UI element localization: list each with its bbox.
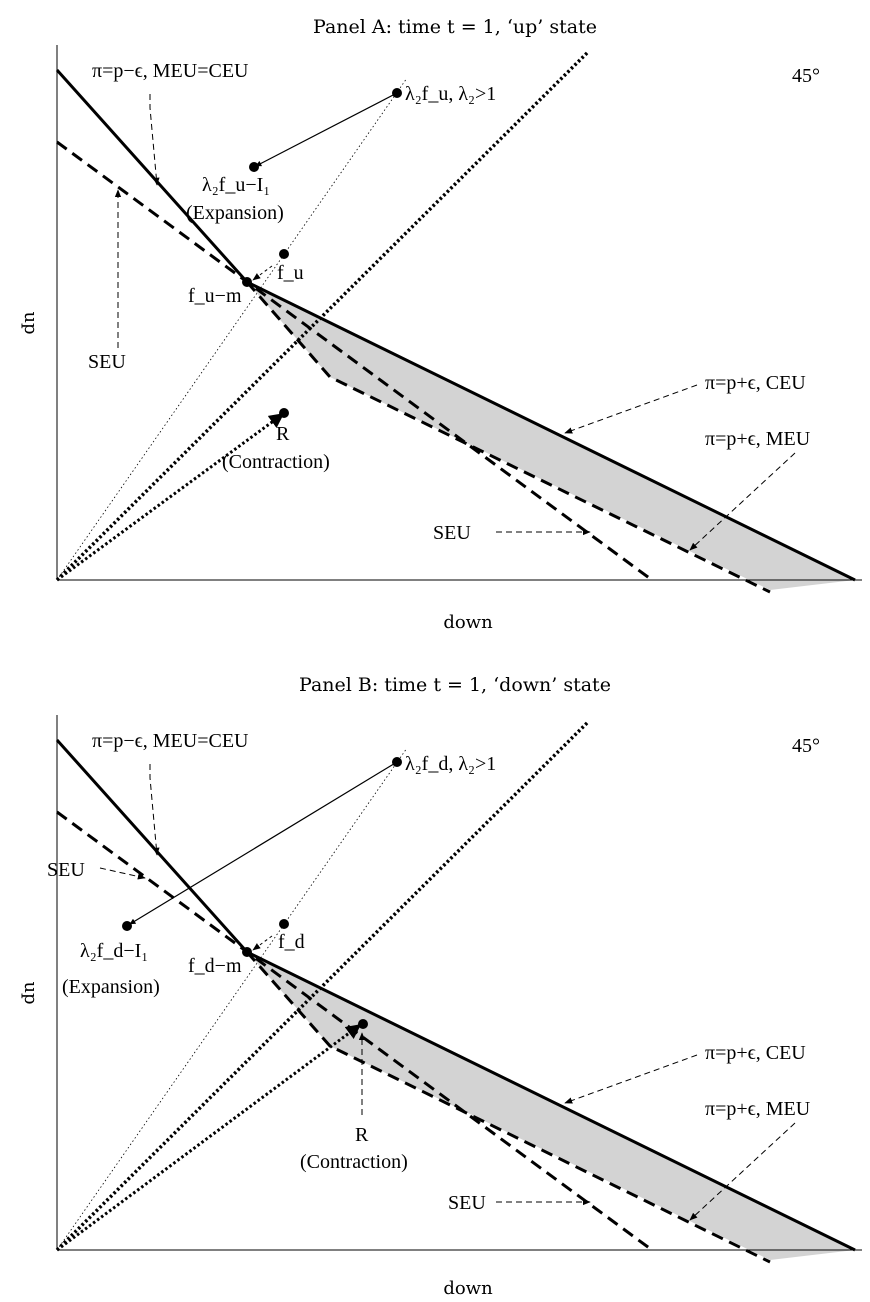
- panel-a-label-45: 45°: [792, 65, 820, 87]
- panel-b-line-pi-plus-ceu: [246, 950, 856, 1252]
- panel-a-title: Panel A: time t = 1, ‘up’ state: [313, 16, 597, 38]
- panel-b-pointer-f: [252, 935, 273, 951]
- panel-a-label-point-scaled: λ₂f_u, λ₂>1: [405, 83, 496, 105]
- panel-b-shaded-region: [247, 952, 855, 1260]
- panel-a-shaded-region: [247, 282, 855, 590]
- panel-b-contraction-arrow: [56, 1023, 362, 1252]
- panel-b-expansion-arrow: [129, 761, 398, 925]
- panel-a-label-point-f: f_u: [277, 262, 304, 284]
- panel-b-title: Panel B: time t = 1, ‘down’ state: [299, 674, 611, 696]
- panel-b-ray-line: [56, 747, 408, 1251]
- panel-a-line-meu: [245, 281, 771, 594]
- panel-b-label-seu-right: SEU: [448, 1192, 486, 1214]
- panel-a-point-fm: [242, 277, 252, 287]
- panel-a-pointer-ceu: [564, 384, 698, 434]
- panel-a-pointer-meu: [689, 452, 796, 551]
- panel-a-point-f: [279, 249, 289, 259]
- panel-b-line-pi-minus: [55, 738, 249, 954]
- panel-b-point-f: [279, 919, 289, 929]
- panel-a-line-pi-minus: [55, 68, 249, 284]
- panel-a-pointer-line-minus: [149, 94, 160, 186]
- panel-a-line-seu: [56, 140, 653, 582]
- panel-b-point-fm: [242, 947, 252, 957]
- panel-a-label-meu-plus: π=p+ϵ, MEU: [705, 428, 811, 450]
- panel-b-label-45: 45°: [792, 735, 820, 757]
- panel-b-label-point-fm: f_d−m: [188, 955, 242, 977]
- panel-b-pointer-meu: [689, 1122, 796, 1221]
- panel-a: Panel A: time t = 1, ‘up’ state: [20, 16, 862, 633]
- panel-a-line-pi-plus-ceu: [246, 280, 856, 582]
- panel-b-label-point-f: f_d: [278, 931, 305, 953]
- panel-a-label-expansion: (Expansion): [186, 202, 284, 224]
- panel-a-x-axis-label: down: [443, 612, 493, 633]
- panel-b-label-line-minus: π=p−ϵ, MEU=CEU: [92, 730, 249, 752]
- panel-b-y-axis-label: up: [20, 981, 41, 1004]
- panel-a-expansion-arrow: [255, 92, 398, 167]
- panel-b-point-r: [358, 1019, 368, 1029]
- panel-b-label-point-expansion: λ₂f_d−I₁: [80, 940, 148, 962]
- panel-a-contraction-arrow: [56, 412, 285, 582]
- panel-b-point-scaled: [392, 757, 402, 767]
- panel-b-label-point-r: R: [355, 1124, 369, 1146]
- panel-a-point-expansion: [249, 162, 259, 172]
- panel-a-y-axis-label: up: [20, 311, 41, 334]
- panel-b-label-meu-plus: π=p+ϵ, MEU: [705, 1098, 811, 1120]
- panel-a-ray-line: [56, 77, 408, 581]
- panel-a-label-line-minus: π=p−ϵ, MEU=CEU: [92, 60, 249, 82]
- panel-b-label-ceu-plus: π=p+ϵ, CEU: [705, 1042, 806, 1064]
- panel-b-pointer-ceu: [564, 1054, 698, 1104]
- panel-b-x-axis-label: down: [443, 1278, 493, 1299]
- panel-a-label-point-fm: f_u−m: [188, 285, 242, 307]
- panel-a-point-scaled: [392, 88, 402, 98]
- panel-b-pointer-line-minus: [149, 764, 160, 856]
- panel-a-label-seu-right: SEU: [433, 522, 471, 544]
- panel-b-point-expansion: [122, 921, 132, 931]
- panel-b-label-expansion: (Expansion): [62, 976, 160, 998]
- panel-a-point-r: [279, 408, 289, 418]
- panel-a-label-seu-left: SEU: [88, 351, 126, 373]
- panel-a-label-point-expansion: λ₂f_u−I₁: [202, 174, 270, 196]
- panel-a-label-ceu-plus: π=p+ϵ, CEU: [705, 372, 806, 394]
- panel-b-pointer-seu-left: [99, 867, 146, 880]
- panel-b-label-seu-left: SEU: [47, 859, 85, 881]
- panel-a-pointer-f: [252, 265, 273, 281]
- panel-b: Panel B: time t = 1, ‘down’ state: [20, 674, 862, 1299]
- panel-a-label-contraction: (Contraction): [222, 451, 330, 473]
- panel-b-label-contraction: (Contraction): [300, 1151, 408, 1173]
- panel-a-label-point-r: R: [276, 423, 290, 445]
- panel-b-label-point-scaled: λ₂f_d, λ₂>1: [405, 753, 496, 775]
